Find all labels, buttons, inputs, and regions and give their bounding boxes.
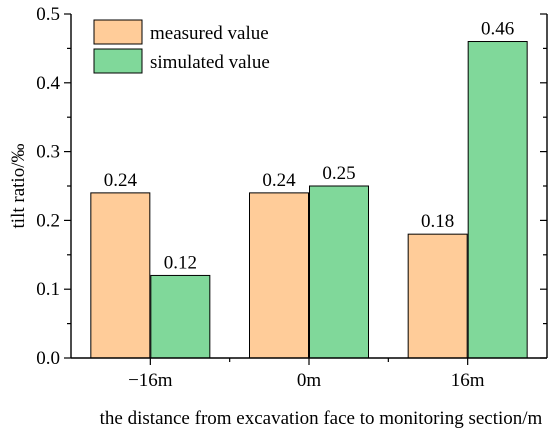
data-labels-group: 0.24 0.24 0.18 0.12 0.25 0.46 — [104, 19, 515, 274]
legend-swatch-measured — [93, 19, 143, 45]
y-axis-title: tilt ratio/‰ — [8, 144, 29, 229]
legend-label-measured: measured value — [150, 23, 269, 44]
y-tick-label-3: 0.3 — [36, 142, 60, 163]
data-label-measured-1: 0.24 — [262, 170, 296, 191]
y-tick-label-0: 0.0 — [36, 348, 60, 369]
x-tick-label-2: 16m — [451, 370, 485, 391]
bar-measured-0 — [90, 192, 151, 359]
x-tick-label-1: 0m — [297, 370, 322, 391]
legend: measured value simulated value — [93, 19, 270, 74]
x-tick-label-0: −16m — [128, 370, 173, 391]
x-axis-title: the distance from excavation face to mon… — [100, 408, 543, 429]
bar-measured-1 — [249, 192, 309, 359]
bar-simulated-1 — [309, 185, 369, 359]
data-label-simulated-2: 0.46 — [481, 19, 514, 40]
bar-simulated-0 — [150, 274, 211, 359]
data-label-simulated-1: 0.25 — [322, 163, 355, 184]
y-tick-label-5: 0.5 — [36, 4, 60, 25]
legend-label-simulated: simulated value — [150, 52, 270, 73]
bar-measured-2 — [407, 233, 468, 359]
legend-swatch-simulated — [93, 48, 143, 74]
data-label-measured-2: 0.18 — [421, 211, 454, 232]
axes-group: 0.0 0.1 0.2 0.3 0.4 0.5 −16m 0m 16m — [36, 4, 548, 391]
data-label-measured-0: 0.24 — [104, 170, 138, 191]
y-tick-label-2: 0.2 — [36, 210, 60, 231]
data-label-simulated-0: 0.12 — [164, 252, 197, 273]
bar-simulated-2 — [467, 41, 528, 359]
y-tick-label-1: 0.1 — [36, 279, 60, 300]
y-tick-label-4: 0.4 — [36, 73, 60, 94]
bars-group — [90, 41, 528, 359]
